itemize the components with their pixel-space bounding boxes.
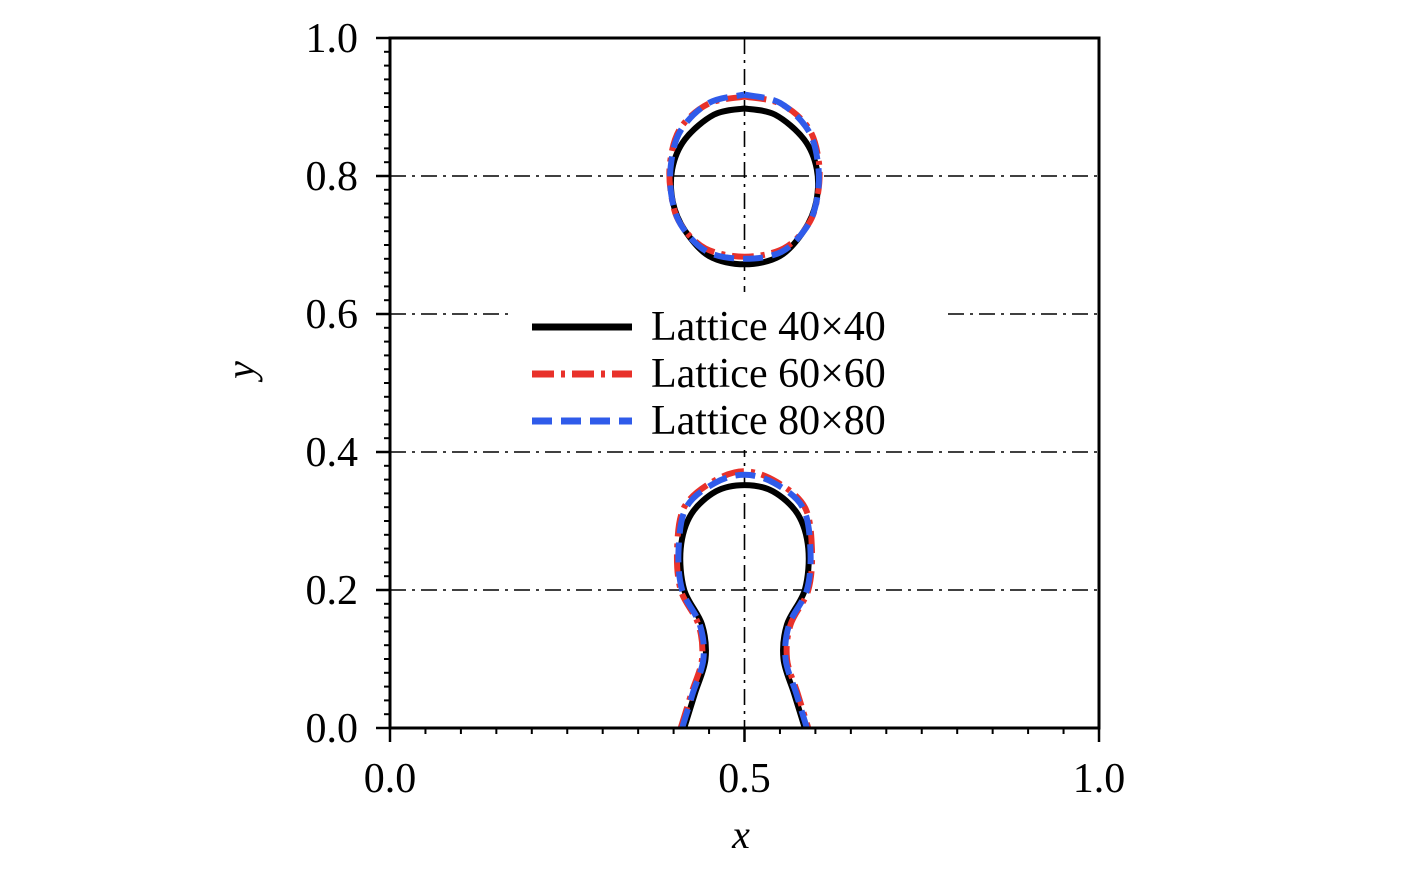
series-2-contour-0: [667, 91, 822, 262]
legend-label-80: Lattice 80×80: [651, 398, 886, 444]
y-tick-label: 0.8: [306, 154, 359, 200]
series-0-contour-0: [667, 105, 822, 268]
x-tick-label: 0.0: [364, 756, 417, 802]
x-tick-label: 1.0: [1073, 756, 1126, 802]
legend-label-40: Lattice 40×40: [651, 304, 886, 350]
legend: Lattice 40×40 Lattice 60×60 Lattice 80×8…: [512, 292, 942, 450]
y-tick-label: 0.0: [306, 706, 359, 752]
y-axis-label: y: [218, 361, 263, 383]
x-axis-label: x: [731, 812, 750, 857]
y-tick-label: 0.4: [306, 430, 359, 476]
series-layer: [666, 91, 823, 729]
x-tick-label: 0.5: [718, 756, 771, 802]
series-2-contour-1: [675, 471, 814, 729]
legend-label-60: Lattice 60×60: [651, 351, 886, 397]
y-tick-label: 1.0: [306, 16, 359, 62]
y-tick-label: 0.2: [306, 568, 359, 614]
x-axis: 0.0 0.5 1.0: [364, 728, 1126, 802]
y-axis: 0.0 0.2 0.4 0.6 0.8 1.0: [306, 16, 390, 752]
y-tick-label: 0.6: [306, 292, 359, 338]
